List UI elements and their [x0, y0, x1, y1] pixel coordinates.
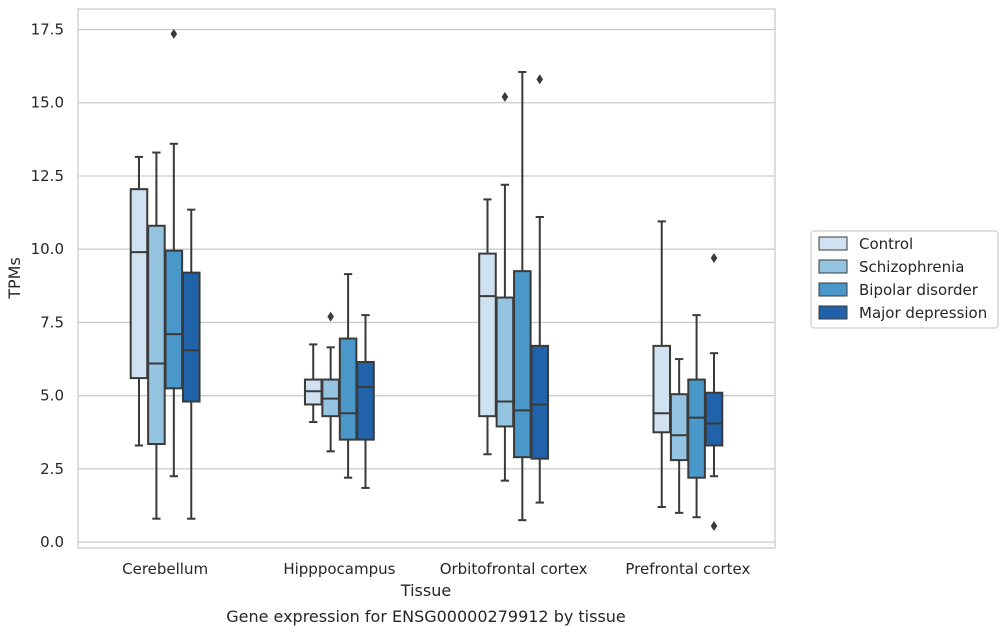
outlier-point — [710, 252, 718, 263]
chart-caption: Gene expression for ENSG00000279912 by t… — [226, 607, 626, 626]
y-tick-label: 17.5 — [31, 21, 64, 39]
box — [321, 311, 340, 453]
box — [478, 198, 497, 456]
x-tick-label: Cerebellum — [122, 560, 208, 578]
box — [129, 155, 149, 447]
outlier-point — [710, 521, 718, 532]
legend-entry: Bipolar disorder — [859, 281, 979, 299]
box — [495, 91, 515, 482]
plot-area — [77, 8, 776, 549]
outlier-point — [536, 74, 544, 85]
box — [147, 151, 166, 520]
y-axis-ticks: 0.0 2.5 5.0 7.5 10.0 12.5 15.0 17.5 — [31, 21, 64, 552]
legend-entry: Major depression — [859, 304, 987, 322]
box — [513, 70, 532, 522]
legend-swatch — [818, 259, 848, 274]
y-tick-label: 7.5 — [40, 313, 64, 331]
legend-swatch — [818, 305, 848, 320]
y-tick-label: 0.0 — [40, 533, 64, 551]
outlier-point — [501, 91, 509, 102]
box — [303, 343, 323, 424]
legend: Control Schizophrenia Bipolar disorder Majo… — [810, 230, 999, 329]
y-tick-label: 15.0 — [31, 94, 64, 112]
x-tick-label: Orbitofrontal cortex — [440, 560, 588, 578]
y-tick-label: 5.0 — [40, 387, 64, 405]
y-tick-label: 2.5 — [40, 460, 64, 478]
box — [652, 220, 672, 508]
box — [164, 28, 184, 478]
x-axis-ticks: Cerebellum Hipppocampus Orbitofrontal cort… — [122, 560, 750, 578]
y-axis-label: TPMs — [5, 257, 24, 300]
legend-entry: Control — [859, 235, 913, 253]
boxes — [129, 28, 724, 532]
box — [356, 314, 375, 489]
box — [669, 358, 689, 514]
y-tick-label: 12.5 — [31, 167, 64, 185]
y-tick-label: 10.0 — [31, 240, 64, 258]
box — [181, 208, 201, 520]
outlier-point — [170, 28, 178, 39]
legend-entry: Schizophrenia — [859, 258, 964, 276]
legend-swatch — [818, 236, 848, 251]
box — [338, 273, 358, 479]
box — [530, 74, 550, 504]
box — [687, 314, 706, 519]
legend-swatch — [818, 282, 848, 297]
x-axis-label: Tissue — [400, 581, 451, 600]
x-tick-label: Hipppocampus — [283, 560, 395, 578]
x-tick-label: Prefrontal cortex — [625, 560, 750, 578]
outlier-point — [327, 311, 334, 322]
box — [704, 252, 724, 532]
